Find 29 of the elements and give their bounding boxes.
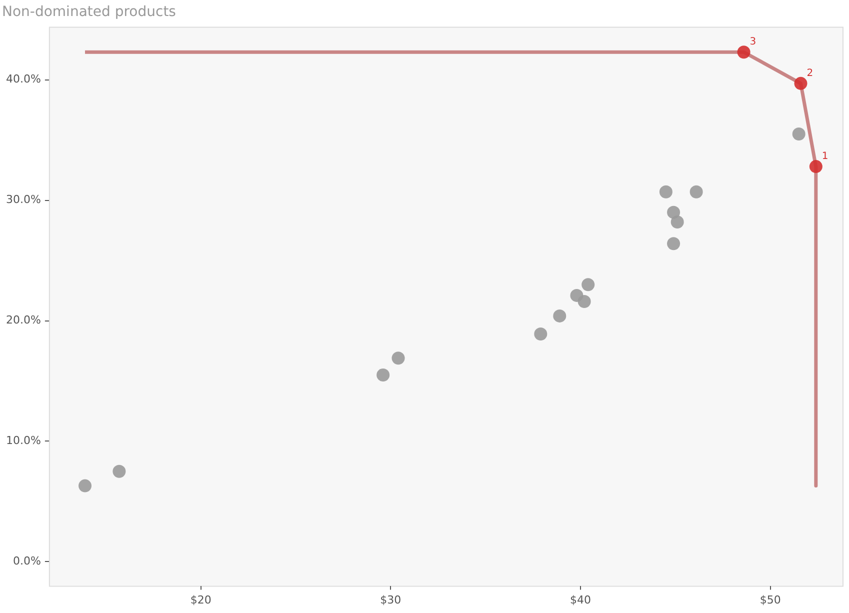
point — [553, 309, 566, 322]
point — [78, 479, 92, 492]
point — [112, 464, 126, 478]
point — [670, 215, 684, 228]
y-tick-label: 0.0% — [12, 554, 41, 568]
x-tick-label: $20 — [190, 593, 212, 606]
x-tick-label: $30 — [380, 593, 402, 606]
point — [578, 294, 591, 308]
chart-title: Non-dominated products — [2, 4, 176, 20]
annotation: 1 — [822, 151, 828, 162]
x-tick-label: $50 — [760, 593, 781, 606]
point — [667, 237, 680, 250]
point — [659, 185, 672, 198]
x-tick-label: $40 — [570, 593, 592, 606]
y-tick-label: 20.0% — [6, 314, 41, 327]
point — [582, 278, 595, 292]
annotation: 2 — [806, 68, 814, 80]
point — [794, 76, 808, 90]
point — [690, 185, 703, 198]
point — [737, 46, 750, 59]
point — [809, 160, 822, 174]
y-tick-label: 40.0% — [6, 72, 41, 86]
point — [792, 128, 806, 141]
point — [376, 368, 390, 382]
annotation: 3 — [750, 36, 756, 48]
y-tick-label: 10.0% — [6, 434, 41, 448]
point — [392, 352, 405, 365]
y-tick-label: 30.0% — [6, 193, 41, 206]
point — [534, 328, 548, 341]
